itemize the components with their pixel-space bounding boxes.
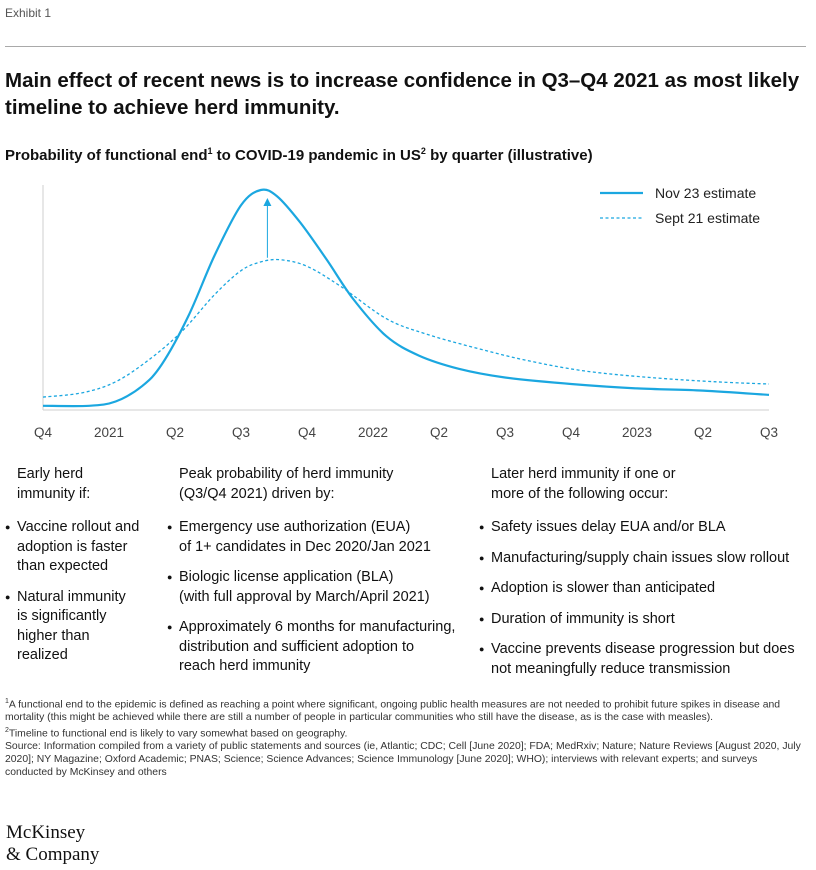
column-heading-line: Early herd [17, 466, 84, 482]
column-heading-line: immunity if: [17, 485, 91, 502]
footnote-2: 2Timeline to functional end is likely to… [5, 725, 805, 741]
x-tick-label: Q4 [298, 425, 317, 440]
x-tick-label: Q3 [232, 425, 250, 440]
bullet-line: Duration of immunity is short [491, 610, 675, 627]
footnotes: 1A functional end to the epidemic is def… [5, 696, 805, 780]
source-note: Source: Information compiled from a vari… [5, 741, 801, 778]
mckinsey-logo: McKinsey & Company [6, 822, 99, 866]
bullet-line: not meaningfully reduce transmission [491, 660, 731, 677]
x-tick-label: Q4 [34, 425, 53, 440]
subtitle-part1: Probability of functional end [5, 147, 208, 164]
x-tick-label: 2022 [358, 425, 388, 440]
bullet-line: (with full approval by March/April 2021) [179, 588, 430, 605]
x-tick-label: Q2 [694, 425, 712, 440]
chart-subtitle: Probability of functional end1 to COVID-… [5, 146, 593, 164]
column-heading-line: Later herd immunity if one or [491, 466, 676, 482]
bullet-line: Safety issues delay EUA and/or BLA [491, 519, 726, 535]
bullet-line: than expected [17, 558, 109, 574]
footnote-1-mark: 1 [5, 698, 9, 705]
column-peak-probability: Peak probability of herd immunity (Q3/Q4 … [167, 465, 472, 688]
column-heading-line: Peak probability of herd immunity [179, 466, 394, 482]
subtitle-part2: to COVID-19 pandemic in US [212, 147, 421, 164]
annotation-arrow-head [263, 198, 272, 206]
bullet-line: reach herd immunity [179, 658, 311, 674]
column-heading-line: (Q3/Q4 2021) driven by: [179, 485, 335, 502]
subtitle-footnote-1: 1 [207, 146, 213, 156]
bullet-line: Vaccine prevents disease progression but… [491, 641, 795, 657]
bullet-line: of 1+ candidates in Dec 2020/Jan 2021 [179, 538, 431, 555]
bullet-line: realized [17, 647, 68, 663]
legend-label: Nov 23 estimate [655, 185, 756, 201]
bullet-line: Approximately 6 months for manufacturing… [179, 619, 456, 635]
line-chart: Q4 2021 Q2 Q3 Q4 2022 Q2 Q3 Q4 2023 Q2 Q3 Nov 23 est… [34, 185, 778, 440]
column-heading-line: more of the following occur: [491, 485, 669, 502]
series-line-nov-23 [42, 188, 770, 408]
bullet-line: is significantly [17, 608, 107, 624]
subtitle-part3: by quarter (illustrative) [425, 147, 593, 164]
bullet-item: Vaccine prevents disease progression but… [479, 640, 809, 679]
bullet-item: Approximately 6 months for manufacturing… [167, 618, 472, 677]
subtitle-footnote-2: 2 [420, 146, 426, 156]
bullet-item: Duration of immunity is short [479, 610, 809, 630]
x-tick-label: 2021 [94, 425, 124, 440]
bullet-item: Safety issues delay EUA and/or BLA [479, 518, 809, 538]
bullet-list: Vaccine rollout and adoption is faster tha… [5, 518, 155, 666]
x-tick-label: Q3 [760, 425, 778, 440]
bullet-item: Biologic license application (BLA) (with … [167, 568, 472, 607]
x-tick-label: Q2 [166, 425, 184, 440]
bullet-item: Manufacturing/supply chain issues slow r… [479, 549, 809, 569]
bullet-line: Manufacturing/supply chain issues slow r… [491, 549, 790, 566]
bullet-line: Emergency use authorization (EUA) [179, 519, 411, 535]
footnote-1: 1A functional end to the epidemic is def… [5, 696, 805, 725]
x-tick-label: 2023 [622, 425, 652, 440]
series-line-sept-21 [42, 258, 770, 398]
bullet-line: higher than [17, 627, 90, 644]
legend-label: Sept 21 estimate [655, 210, 760, 226]
footnote-1-text: A functional end to the epidemic is defi… [5, 699, 781, 724]
exhibit-label: Exhibit 1 [5, 6, 52, 20]
bullet-item: Adoption is slower than anticipated [479, 579, 809, 599]
bullet-item: Emergency use authorization (EUA) of 1+ c… [167, 518, 472, 557]
x-tick-label: Q4 [562, 425, 581, 440]
column-heading: Early herd immunity if: [5, 465, 155, 504]
x-tick-label: Q3 [496, 425, 514, 440]
bullet-line: Biologic license application (BLA) [179, 569, 394, 585]
column-heading: Peak probability of herd immunity (Q3/Q4 … [167, 465, 472, 504]
column-later-herd-immunity: Later herd immunity if one or more of the… [479, 465, 809, 690]
bullet-line: Vaccine rollout and [17, 519, 140, 535]
footnote-2-mark: 2 [5, 727, 9, 735]
bullet-item: Natural immunity is significantly higher t… [5, 588, 155, 666]
divider [5, 46, 806, 47]
bullet-item: Vaccine rollout and adoption is faster tha… [5, 518, 155, 577]
bullet-line: distribution and sufficient adoption to [179, 638, 415, 655]
column-heading: Later herd immunity if one or more of the… [479, 465, 809, 504]
bullet-list: Emergency use authorization (EUA) of 1+ c… [167, 518, 472, 677]
footnote-2-text: Timeline to functional end is likely to … [8, 728, 348, 740]
logo-line-2: & Company [6, 844, 100, 865]
bullet-list: Safety issues delay EUA and/or BLA Manufa… [479, 518, 809, 679]
headline: Main effect of recent news is to increas… [5, 69, 800, 119]
bullet-line: Natural immunity [17, 588, 126, 605]
column-early-herd-immunity: Early herd immunity if: Vaccine rollout an… [5, 465, 155, 677]
bullet-line: adoption is faster [17, 538, 128, 555]
logo-line-1: McKinsey [6, 822, 86, 843]
x-tick-label: Q2 [430, 425, 448, 440]
bullet-line: Adoption is slower than anticipated [491, 580, 716, 596]
